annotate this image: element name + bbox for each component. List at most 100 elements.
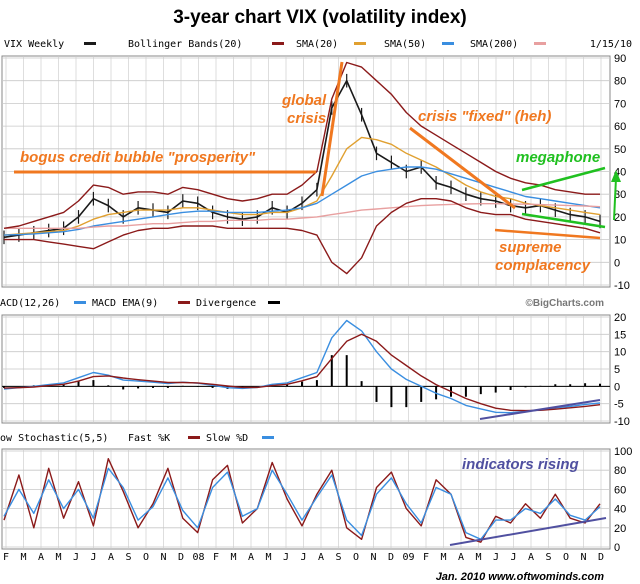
legend-sma20: SMA(20) — [296, 39, 338, 50]
legend-macd-ema-swatch — [178, 301, 190, 304]
price-panel-series — [3, 61, 601, 275]
legend-stoch-fastk-swatch — [188, 436, 200, 439]
x-tick-label: D — [598, 552, 604, 563]
x-tick-label: F — [423, 552, 429, 563]
macd-rising-line — [479, 399, 601, 420]
price-y-tick-label: 70 — [614, 98, 626, 110]
x-tick-label: O — [353, 552, 359, 563]
price-y-tick-label: 30 — [614, 189, 626, 201]
price-y-tick-label: -10 — [614, 280, 630, 292]
macd-y-tick-label: 5 — [614, 364, 620, 376]
legend-sma200: SMA(200) — [470, 39, 518, 50]
legend-main: VIX Weekly Bollinger Bands(20) SMA(20) S… — [4, 39, 632, 50]
macd-y-tick-label: -10 — [614, 416, 630, 428]
x-tick-label: J — [90, 552, 96, 563]
legend-stoch-slowd-swatch — [262, 436, 274, 439]
stoch-y-tick-label: 0 — [614, 542, 620, 554]
x-tick-label: N — [160, 552, 166, 563]
annotation-complacency: complacency — [495, 257, 591, 274]
x-tick-label: O — [143, 552, 149, 563]
stoch-y-tick-label: 40 — [614, 504, 626, 516]
stochastic-panel-series — [3, 458, 601, 543]
legend-stoch-label: Slow Stochastic(5,5) — [0, 433, 108, 444]
legend-sma20-swatch — [354, 42, 366, 45]
macd-panel-y-ticks: -10 -5 0 5 10 15 20 — [614, 312, 630, 428]
price-y-tick-label: 0 — [614, 257, 620, 269]
legend-macd: MACD(12,26) MACD EMA(9) Divergence ©BigC… — [0, 298, 604, 309]
x-tick-label: J — [283, 552, 289, 563]
legend-sma50: SMA(50) — [384, 39, 426, 50]
annotation-bogus: bogus credit bubble "prosperity" — [20, 149, 256, 166]
x-tick-label: A — [458, 552, 464, 563]
annotation-fixed: crisis "fixed" (heh) — [418, 108, 551, 125]
legend-sma200-swatch — [534, 42, 546, 45]
x-tick-label: M — [230, 552, 236, 563]
x-tick-label: S — [545, 552, 551, 563]
x-axis-tick-labels: F M A M J J A S O N D 08 F M A M J J A S O N D 09 F M A M J J A S O N D — [3, 552, 604, 563]
x-tick-label: J — [73, 552, 79, 563]
x-tick-label: M — [475, 552, 481, 563]
legend-source: ©BigCharts.com — [526, 298, 605, 309]
legend-macd-divergence-swatch — [268, 301, 280, 304]
series-macd-ema-9 — [3, 333, 601, 412]
footer-credit: Jan. 2010 www.oftwominds.com — [436, 571, 605, 583]
x-tick-label: J — [300, 552, 306, 563]
series-bollinger-upper — [3, 61, 600, 229]
x-tick-label: A — [248, 552, 254, 563]
legend-bollinger: Bollinger Bands(20) — [128, 39, 242, 50]
price-y-tick-label: 80 — [614, 76, 626, 88]
x-tick-label: S — [335, 552, 341, 563]
macd-y-tick-label: 15 — [614, 329, 626, 341]
chart-title: 3-year chart VIX (volatility index) — [173, 7, 467, 28]
annotation-indicators: indicators rising — [462, 456, 579, 473]
price-y-tick-label: 20 — [614, 212, 626, 224]
series-sma-50 — [3, 166, 601, 236]
x-tick-label: J — [510, 552, 516, 563]
x-tick-label: 08 — [192, 552, 204, 563]
x-tick-label: M — [440, 552, 446, 563]
supreme-line — [494, 228, 601, 240]
series-slow-d — [3, 467, 601, 540]
legend-macd-ema: MACD EMA(9) — [92, 298, 158, 309]
x-tick-label: D — [178, 552, 184, 563]
x-tick-label: M — [55, 552, 61, 563]
price-y-tick-label: 60 — [614, 121, 626, 133]
price-y-tick-label: 90 — [614, 53, 626, 65]
stoch-y-tick-label: 20 — [614, 523, 626, 535]
legend-sma50-swatch — [442, 42, 454, 45]
megaphone-arrow-head — [611, 170, 621, 182]
megaphone-lower — [521, 212, 606, 229]
x-tick-label: F — [213, 552, 219, 563]
x-tick-label: A — [38, 552, 44, 563]
series-fast-k — [3, 458, 601, 543]
fixed-line — [409, 126, 516, 210]
stoch-y-tick-label: 60 — [614, 484, 626, 496]
x-tick-label: 09 — [402, 552, 414, 563]
annotation-crisis: crisis — [287, 110, 326, 127]
stoch-rising-line — [449, 517, 607, 546]
x-tick-label: S — [125, 552, 131, 563]
legend-macd-swatch — [74, 301, 86, 304]
megaphone-upper — [521, 166, 606, 192]
price-y-tick-label: 50 — [614, 144, 626, 156]
legend-macd-label: MACD(12,26) — [0, 298, 60, 309]
legend-ticker: VIX Weekly — [4, 39, 64, 50]
x-tick-label: O — [563, 552, 569, 563]
stochastic-panel-frame — [1, 448, 611, 550]
x-tick-label: M — [265, 552, 271, 563]
annotation-global: global — [281, 92, 327, 109]
macd-y-tick-label: 20 — [614, 312, 626, 324]
series-macd — [3, 319, 601, 414]
macd-y-tick-label: -5 — [614, 399, 624, 411]
x-tick-label: A — [528, 552, 534, 563]
stoch-y-tick-label: 80 — [614, 465, 626, 477]
x-tick-label: D — [388, 552, 394, 563]
annotations: bogus credit bubble "prosperity" global … — [14, 61, 621, 583]
x-tick-label: N — [370, 552, 376, 563]
series-sma-200 — [4, 202, 601, 230]
x-tick-label: A — [318, 552, 324, 563]
megaphone-arrow-shaft — [613, 177, 617, 221]
x-tick-label: J — [493, 552, 499, 563]
